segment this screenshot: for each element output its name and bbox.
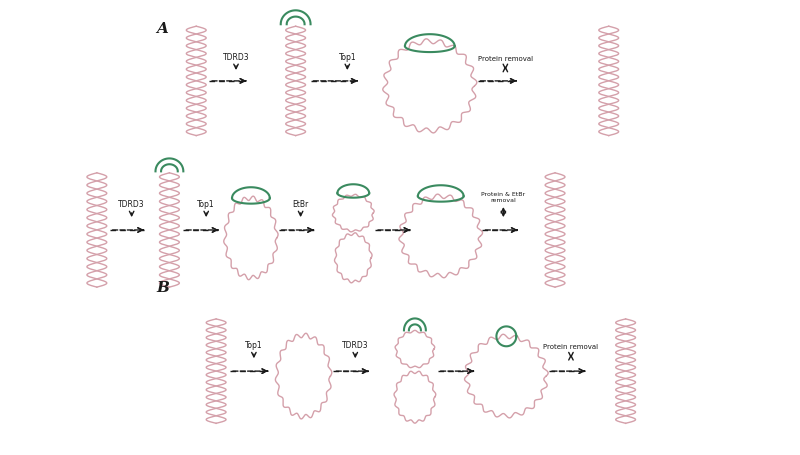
- Text: TDRD3: TDRD3: [118, 200, 145, 209]
- Text: Protein removal: Protein removal: [478, 56, 533, 62]
- Text: TDRD3: TDRD3: [342, 340, 369, 349]
- Text: Protein & EtBr
removal: Protein & EtBr removal: [482, 192, 526, 203]
- Text: Top1: Top1: [245, 340, 262, 349]
- Text: Protein removal: Protein removal: [543, 344, 598, 349]
- Text: TDRD3: TDRD3: [222, 53, 250, 62]
- Text: Top1: Top1: [338, 53, 356, 62]
- Text: B: B: [157, 280, 170, 294]
- Text: Top1: Top1: [198, 200, 215, 209]
- Text: EtBr: EtBr: [293, 200, 309, 209]
- Text: A: A: [157, 22, 168, 36]
